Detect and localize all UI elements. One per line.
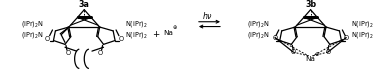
Text: O: O bbox=[45, 36, 50, 42]
Text: Na: Na bbox=[306, 56, 316, 62]
Text: O: O bbox=[98, 50, 103, 56]
Text: (iPr)$_2$N: (iPr)$_2$N bbox=[21, 19, 44, 29]
Text: N(iPr)$_2$: N(iPr)$_2$ bbox=[125, 30, 147, 40]
Text: 3a: 3a bbox=[79, 0, 90, 9]
Text: O: O bbox=[65, 50, 70, 56]
Text: O: O bbox=[325, 49, 330, 55]
Text: $h\nu$: $h\nu$ bbox=[202, 10, 213, 21]
Text: N(iPr)$_2$: N(iPr)$_2$ bbox=[351, 19, 374, 29]
Text: (iPr)$_2$N: (iPr)$_2$N bbox=[247, 30, 270, 40]
Text: (iPr)$_2$N: (iPr)$_2$N bbox=[21, 30, 44, 40]
Text: O: O bbox=[344, 35, 349, 41]
Text: O: O bbox=[291, 49, 296, 55]
Text: N(iPr)$_2$: N(iPr)$_2$ bbox=[351, 30, 374, 40]
Text: ⊕: ⊕ bbox=[173, 26, 177, 30]
Text: Na: Na bbox=[163, 30, 173, 36]
Text: O: O bbox=[273, 35, 278, 41]
Text: ⊕: ⊕ bbox=[314, 52, 319, 57]
Text: (iPr)$_2$N: (iPr)$_2$N bbox=[247, 19, 270, 29]
Text: O: O bbox=[118, 36, 124, 42]
Text: 3b: 3b bbox=[305, 0, 316, 9]
Text: N(iPr)$_2$: N(iPr)$_2$ bbox=[125, 19, 147, 29]
Text: +: + bbox=[152, 30, 159, 39]
